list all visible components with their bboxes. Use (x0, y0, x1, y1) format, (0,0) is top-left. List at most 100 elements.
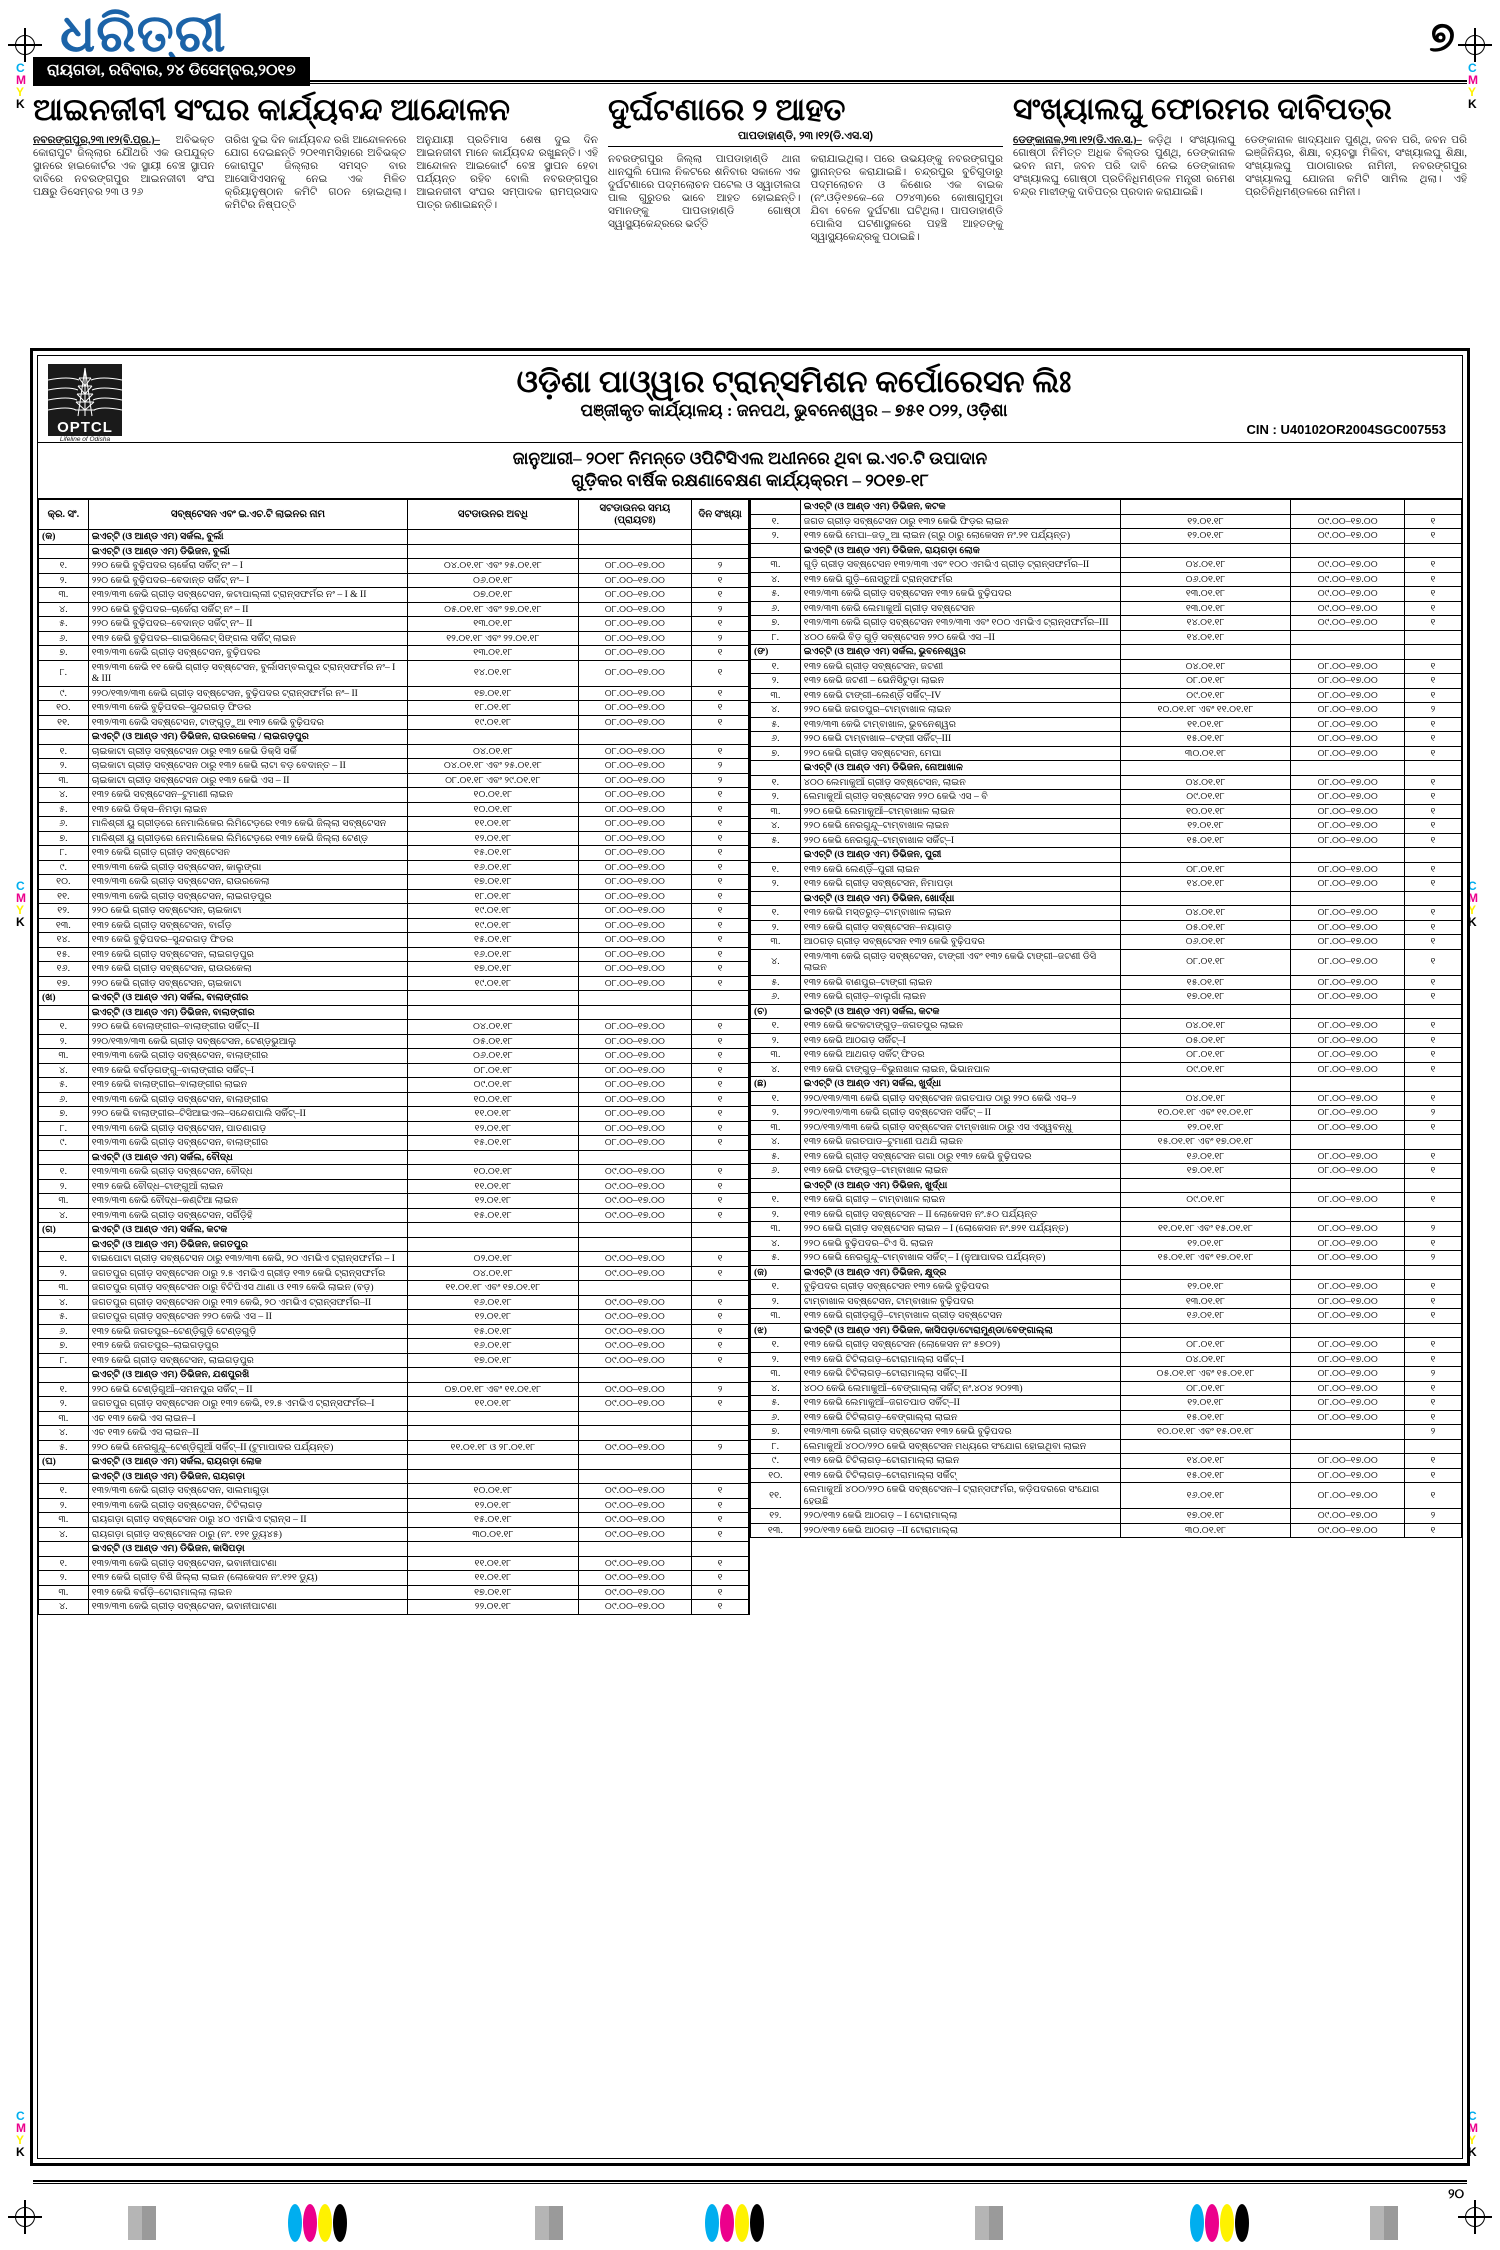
col-header-sl: କ୍ର. ସଂ. (38, 499, 89, 530)
cell-date: ୧୯.୦୧.୧୮ (407, 917, 579, 933)
cell-sl: ୮. (38, 659, 89, 687)
cell-date (1119, 1438, 1292, 1454)
group-title: ଇଏଚ୍‌ଟି (ଓ ଆଣ୍ଡ ଏମ) ସର୍କଲ, ବୁର୍ଲା (87, 529, 409, 545)
table-row: ୪. ୧୩୨ କେଭି ଟାଙ୍ଗୁଡ଼–ବିଭୁନାଖାଳ ଲାଇନ, ଭିଭା… (750, 1061, 1462, 1077)
group-blank (577, 1367, 693, 1383)
cell-date: ୧୪.୦୧.୧୮ (1119, 876, 1292, 892)
group-blank (1119, 760, 1292, 776)
table-row: ୩. ୧୩୨ କେଭି ବର୍ଗଡ଼ି–ଟୋରାମାଲ୍ଲା ଲାଇନ ୧୭.୦୧.… (38, 1584, 749, 1600)
cell-days: ୧ (1404, 1047, 1462, 1063)
cell-date: ୦୫.୦୧.୧୮ (407, 1033, 579, 1049)
cell-name: ୧୩୨ କେଭି ଗ୍ରୀଡ଼ ସବ୍‌ଷ୍ଟେସନ–ନୟାଗଡ଼ (799, 919, 1121, 935)
cell-time: ୦୮.୦୦–୧୭.୦୦ (1290, 1337, 1406, 1353)
table-row: ୫. ୧୩୨/୩୩ କେଭି ଗ୍ରୀଡ଼ ସବ୍‌ଷ୍ଟେସନ ୧୩୨ କେଭି… (750, 586, 1462, 602)
table-row: ୩. ୧୩୨ କେଭି ଗ୍ରୀଡ଼ଗୁଡ଼ି–ଟାମ୍ବାଖାଳ ଗ୍ରୀଡ଼ … (750, 1308, 1462, 1324)
schedule-tables: କ୍ର. ସଂ. ସବ୍‌ଷ୍ଟେସନ ଏବଂ ଇ.ଏଚ.ଟି ଲାଇନର ନା… (38, 499, 1462, 1615)
ad-subheading-line1: ଜାନୁଆରୀ– ୨୦୧୮ ନିମନ୍ତେ ଓପିଟିସିଏଲ ଅଧୀନରେ ଥ… (512, 449, 988, 468)
cell-sl: ୮. (750, 629, 801, 645)
cyan-dot (705, 2204, 719, 2242)
group-title: ଇଏଚ୍‌ଟି (ଓ ଆଣ୍ଡ ଏମ) ସର୍କଲ, ଖୁର୍ଦ୍ଧା (799, 1076, 1121, 1092)
cell-time: ୦୯.୦୦–୧୭.୦୦ (1290, 1508, 1406, 1524)
cell-time: ୦୮.୦୦–୧୭.୦୦ (1290, 934, 1406, 950)
cell-time: ୦୮.୦୦–୧୭.୦୦ (1290, 1032, 1406, 1048)
group-blank (407, 1454, 579, 1470)
cell-days: ୧ (691, 1048, 749, 1064)
cell-days: ୧ (691, 1019, 749, 1035)
table-row: ୯. ୧୩୨/୩୩ କେଭି ଗ୍ରୀଡ଼ ସବ୍‌ଷ୍ଟେସନ, ବାଲାଙ୍ଗ… (38, 1135, 749, 1151)
cell-name: ୧୩୨ କେଭି ମେଘା–ଜଡ଼ୁଆ ଲାଇନ (ଗ୍ରୁ ଠାରୁ ଲୋକେ… (799, 528, 1121, 544)
cell-name: ୧୩୨ କେଭି ମସ୍ତରୁଡ଼–ଟାମ୍ବାଖାଳ ଲାଇନ (799, 905, 1121, 921)
cell-name: ୧୩୨/୩୩ କେଭି ଗ୍ରୀଡ଼ ସବ୍‌ଷ୍ଟେସନ, ବୌଦ୍ଧ (87, 1164, 409, 1180)
optcl-logo: OPTCL Lifeline of Odisha (48, 364, 122, 443)
cell-name: ୧୩୨ କେଭି ଗ୍ରୀଡ଼ ବିଶି ଜିଲ୍ଲା ଲାଇନ (ଲୋକେସନ… (87, 1570, 409, 1586)
cell-name: ୨୨୦ କେଭି ବୁଢ଼ିପଦର–ବେଦାନ୍ତ ସର୍କିଟ୍ ନଂ– I (87, 572, 409, 588)
cell-date: ୦୪.୦୧.୧୮ (1119, 1018, 1292, 1034)
cell-sl: ୯. (38, 685, 89, 701)
group-blank (1119, 499, 1292, 515)
group-title: ଇଏଚ୍‌ଟି (ଓ ଆଣ୍ଡ ଏମ) ଡିଭିଜନ, ଜଗତପୁର (87, 1236, 409, 1252)
table-group-row: ଇଏଚ୍‌ଟି (ଓ ଆଣ୍ଡ ଏମ) ଡିଭିଜନ, ବୁର୍ଲା (38, 543, 749, 559)
cell-date: ୧୦.୦୧.୧୮ ଏବଂ ୧୧.୦୧.୧୮ (1119, 1105, 1292, 1121)
news-section: ଆଇନଜୀବୀ ସଂଘର କାର୍ଯ୍ୟବନ୍ଦ ଆନ୍ଦୋଳନ ନବରଙ୍ଗପ… (33, 92, 1467, 243)
cell-days: ୧ (1404, 789, 1462, 805)
cell-days: ୧ (1404, 876, 1462, 892)
cell-time: ୦୮.୦୦–୧୭.୦୦ (1290, 1279, 1406, 1295)
cell-date: ୦୪.୦୧.୧୮ (1119, 658, 1292, 674)
cell-time: ୦୯.୦୦–୧୭.୦୦ (577, 1512, 693, 1528)
cell-days: ୧ (1404, 989, 1462, 1005)
cell-time: ୦୮.୦୦–୧୭.୦୦ (1290, 1308, 1406, 1324)
group-blank (1119, 847, 1292, 863)
cell-name: ୧୩୨ କେଭି ଜଗତପୁର–ଲାଇଗଡ଼ପୁର (87, 1338, 409, 1354)
table-row: ୩. ୧୩୨/୩୩ କେଭି ଗ୍ରୀଡ଼ ସବ୍‌ଷ୍ଟେସନ, କଟାପାଲ୍… (38, 587, 749, 603)
registration-mark-bottom-right (1458, 2200, 1492, 2234)
news-body-column: ଡେଙ୍କାନାଳ,୨୩।୧୨(ଡି.ଏନ.ସ.)– କଡ଼ିଥି । ସଂଖ୍… (1013, 134, 1235, 199)
cell-name: ୧୩୨ କେଭି ଜଗତପାଡ–ଟୁମାଣୀ ପଥଯି ଲାଇନ (799, 1134, 1121, 1150)
group-blank (407, 529, 579, 545)
cell-date: ୧୫.୦୧.୧୮ (1119, 731, 1292, 747)
cell-name: ୧୩୨/୩୩ କେଭି ୧୧ କେଭି ଗ୍ରୀଡ଼ ସବ୍‌ଷ୍ଟେସନ, ବ… (87, 659, 409, 687)
cell-date: ୧୨.୦୧.୧୮ ଏବଂ ୨୨.୦୧.୧୮ (407, 630, 579, 646)
cell-sl: ୬. (750, 1409, 801, 1425)
table-group-row: (ଙ) ଇଏଚ୍‌ଟି (ଓ ଆଣ୍ଡ ଏମ) ସର୍କଲ, ଭୁବନେଶ୍ୱର (750, 644, 1462, 660)
table-row: ୨. ୧୩୨ କେଭି ମେଘା–ଜଡ଼ୁଆ ଲାଇନ (ଗ୍ରୁ ଠାରୁ ଲୋ… (750, 528, 1462, 544)
cell-name: ୧୩୨ କେଭି ଆଠଗଡ଼ ସର୍କିଟ୍–I (799, 1032, 1121, 1048)
cell-sl: ୫. (750, 1148, 801, 1164)
cell-time: ୦୮.୦୦–୧୭.୦୦ (577, 917, 693, 933)
cell-time: ୦୮.୦୦–୧୭.୦୦ (577, 946, 693, 962)
cell-date: ୧୪.୦୧.୧୮ (407, 659, 579, 687)
cell-name: ୧୩୨ କେଭି କଟକଟାଙ୍ଗୁଡ଼–ଜଗତପୁର ଲାଇନ (799, 1018, 1121, 1034)
group-title: ଇଏଚ୍‌ଟି (ଓ ଆଣ୍ଡ ଏମ) ସର୍କଲ, ବୌଦ୍ଧ (87, 1149, 409, 1165)
cell-time: ୦୮.୦୦–୧୭.୦୦ (577, 659, 693, 687)
cell-days: ୧ (1404, 1522, 1462, 1538)
group-title: ଇଏଚ୍‌ଟି (ଓ ଆଣ୍ଡ ଏମ) ଡିଭିଜନ, କାସିପଡ଼ା (87, 1541, 409, 1557)
magenta-dot (720, 2204, 734, 2242)
cell-sl: ୧୩. (38, 917, 89, 933)
news-body-column: ତାରିଖ ଦୁଇ ଦିନ କାର୍ଯ୍ୟବନ୍ଦ ରଖି ଆନ୍ଦୋଳନରେ … (224, 135, 407, 211)
cell-date: ୧୩.୦୧.୧୮ (1119, 586, 1292, 602)
cell-date: ୧୫.୦୧.୧୮ (1119, 1409, 1292, 1425)
cell-days: ୧ (691, 1178, 749, 1194)
cell-name: ଲେମାକୁଆଁ ୪୦୦/୨୨୦ କେଭି ସବ୍‌ଷ୍ଟେସନ ମଧ୍ୟରେ … (799, 1438, 1121, 1454)
table-group-row: ଇଏଚ୍‌ଟି (ଓ ଆଣ୍ଡ ଏମ) ଡିଭିଜନ, ଯଶପୁରଖି (38, 1367, 749, 1383)
yellow-dot (735, 2204, 749, 2242)
table-row: ୫. ୧୩୨ କେଭି ବାଣପୁର–ଟାଙ୍ଗୀ ଲାଇନ ୧୫.୦୧.୧୮ ୦୮.… (750, 974, 1462, 990)
cell-name: ୪୦୦ କେଭି ଲେମାକୁଆଁ–ବେଙ୍ଗାଲ୍ଲା ସର୍କିଟ୍ ନଂ.… (799, 1380, 1121, 1396)
cell-date: ୧୭.୦୧.୧୮ (407, 685, 579, 701)
table-row: ୭. ମାଳିଶ୍ରୀ ୟୁ ଗ୍ରୀଡ଼ରେ ନେମାଲିକେର ଲିମିଟେଡ… (38, 830, 749, 846)
cell-sl: ୧୨. (750, 1508, 801, 1524)
table-row: ୫. ୨୨୦ କେଭି ନେରଗୁନ୍ଦୁ–ଟାମ୍ବାଖାଳ ସର୍କିଟ୍–I… (750, 832, 1462, 848)
cell-date: ୦୯.୦୧.୧୮ (1119, 687, 1292, 703)
cell-sl: ୧. (750, 1279, 801, 1295)
group-marker (750, 760, 801, 776)
cell-days: ୧ (691, 1396, 749, 1412)
cell-time (1290, 1134, 1406, 1150)
cell-name: ୧୩୨/୩୩ କେଭି ଗ୍ରୀଡ଼ ସବ୍‌ଷ୍ଟେସନ, ବାଲାଙ୍ଗୀର (87, 1135, 409, 1151)
cell-time: ୦୮.୦୦–୧୭.୦୦ (577, 558, 693, 574)
table-group-row: (ଘ) ଇଏଚ୍‌ଟି (ଓ ଆଣ୍ଡ ଏମ) ସର୍କଲ, ରାୟଗଡ଼ା ଲୋ… (38, 1454, 749, 1470)
cell-date: ୧୭.୦୧.୧୮ (1119, 1163, 1292, 1179)
cell-date: ୧୦.୦୧.୧୮ ଏବଂ ୧୧.୦୧.୧୮ (1119, 702, 1292, 718)
table-row: ୪. ୧୩୨/୩୩ କେଭି ଗ୍ରୀଡ଼ ସବ୍‌ଷ୍ଟେସନ, ସର୍ଗିଡ଼… (38, 1207, 749, 1223)
cell-days: ୧ (1404, 948, 1462, 976)
